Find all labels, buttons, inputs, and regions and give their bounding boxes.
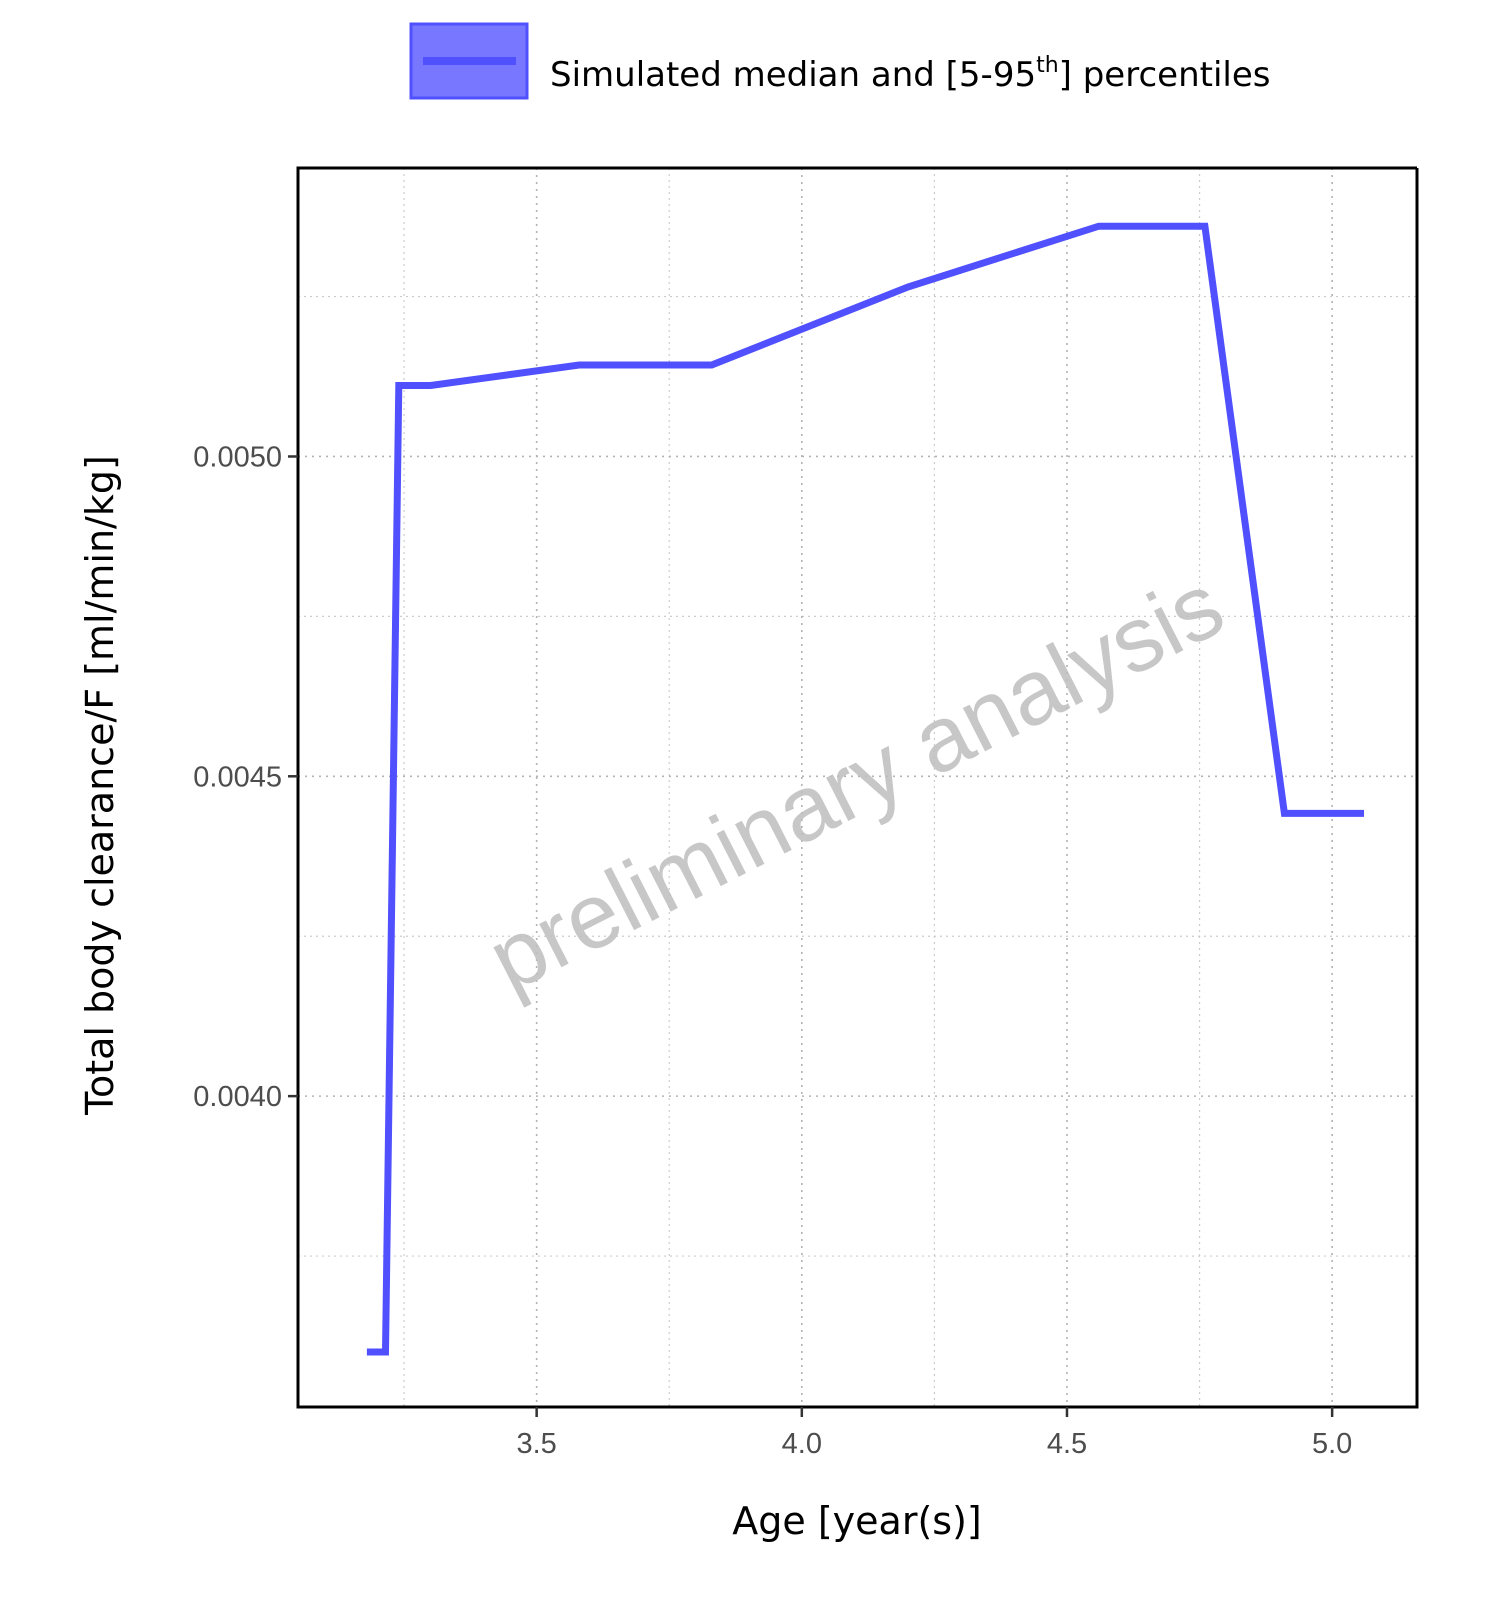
series-0-point-3 [430,385,431,386]
series-0-point-4 [579,365,580,366]
x-tick-label-1: 4.0 [782,1428,822,1460]
y-tick-label-2: 0.0050 [193,441,282,473]
grid-major [298,168,1417,1407]
series-0-point-2 [398,385,399,386]
series-group [366,222,1364,1356]
y-axis-ticks: 0.0040 0.0045 0.0050 [193,441,298,1113]
series-0-point-9 [1284,813,1285,814]
legend-label-superscript: th [1036,53,1059,78]
x-axis-ticks: 3.5 4.0 4.5 5.0 [516,1407,1352,1460]
series-0-point-1 [385,1351,386,1352]
series-0-point-0 [366,1351,367,1352]
legend-label: Simulated median and [5-95th] percentile… [550,53,1270,95]
legend-label-end: ] percentiles [1059,55,1271,95]
x-tick-label-0: 3.5 [516,1428,556,1460]
series-0-point-5 [711,365,712,366]
y-tick-label-0: 0.0040 [193,1081,282,1113]
legend-label-main: Simulated median and [5-95 [550,55,1036,95]
legend: Simulated median and [5-95th] percentile… [409,22,1270,100]
series-0-point-10 [1363,813,1364,814]
x-tick-label-3: 5.0 [1312,1428,1352,1460]
x-tick-label-2: 4.5 [1047,1428,1087,1460]
y-tick-label-1: 0.0045 [193,761,282,793]
series-0-point-8 [1204,226,1205,227]
series-0-point-7 [1098,226,1099,227]
x-axis-title: Age [year(s)] [732,1499,981,1543]
y-axis-title: Total body clearance/F [ml/min/kg] [78,455,122,1116]
series-line-0 [366,222,1364,1356]
grid-minor [298,168,1417,1407]
series-0-point-6 [907,286,908,287]
